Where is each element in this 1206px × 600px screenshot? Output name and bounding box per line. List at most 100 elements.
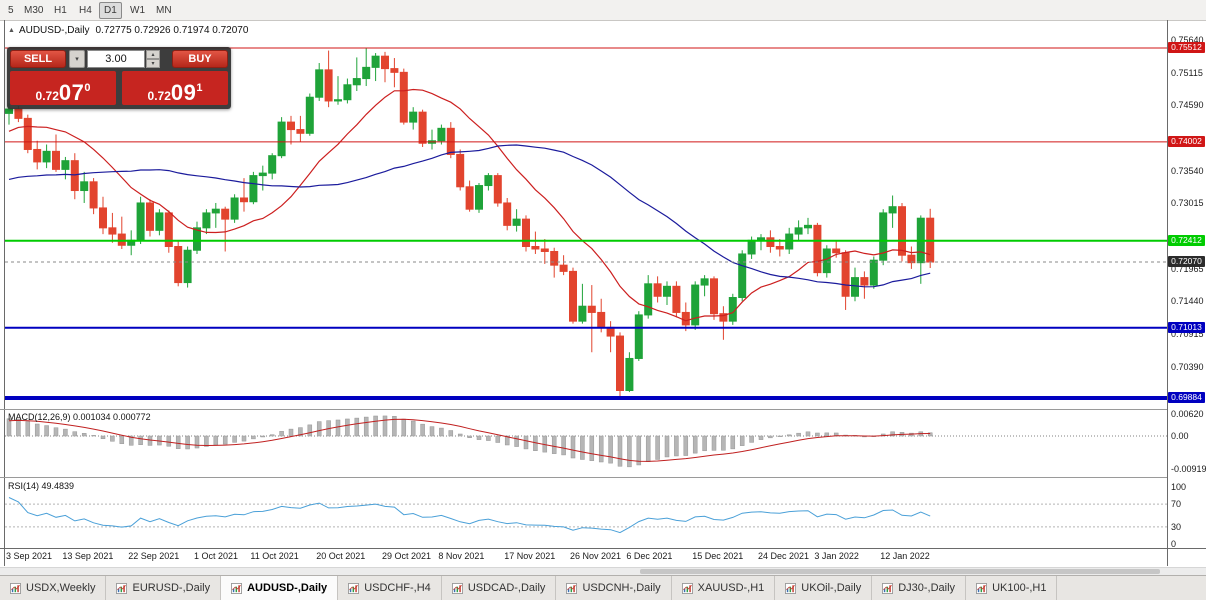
- rsi-indicator-canvas[interactable]: [5, 478, 1167, 548]
- candle-2021.12.15: [691, 284, 700, 326]
- sell-price-display[interactable]: 0.72070: [10, 71, 116, 105]
- candle-2021.11.22: [531, 246, 540, 250]
- candle-2021.12.20: [719, 313, 728, 322]
- one-click-trading-panel: SELL ▾ ▴ ▾ BUY 0.72070 0.72091: [7, 47, 231, 109]
- chart-info-line: ▲ AUDUSD-,Daily 0.72775 0.72926 0.71974 0.…: [8, 25, 248, 36]
- candle-2021.10.15: [287, 121, 295, 131]
- time-label: 22 Sep 2021: [128, 551, 180, 561]
- price-tick-0.71965: 0.71965: [1171, 263, 1204, 274]
- volume-input[interactable]: [87, 50, 145, 68]
- timeframe-button-h4[interactable]: H4: [79, 5, 92, 16]
- candle-2021.10.11: [249, 175, 258, 203]
- buy-price-display[interactable]: 0.72091: [122, 71, 228, 105]
- main-chart-canvas[interactable]: [5, 20, 1167, 409]
- macd-tick--0.00919: -0.00919: [1171, 464, 1206, 475]
- macd-indicator-canvas[interactable]: [5, 410, 1167, 477]
- candle-2021.11.01: [390, 68, 399, 73]
- chart-collapse-icon[interactable]: ▲: [8, 27, 15, 34]
- buy-price-point: 1: [196, 82, 203, 94]
- timeframe-button-d1[interactable]: D1: [99, 2, 122, 19]
- candle-2021.10.22: [334, 99, 342, 102]
- volume-decrease-button[interactable]: ▾: [146, 59, 160, 68]
- ma-slow-line: [8, 144, 931, 288]
- time-label: 15 Dec 2021: [692, 551, 744, 561]
- tab-usdx-weekly[interactable]: USDX,Weekly: [0, 576, 107, 600]
- tab-label: EURUSD-,Daily: [132, 582, 211, 594]
- candle-2021.11.11: [465, 186, 474, 210]
- hline-price-label-0.75512: 0.75512: [1168, 41, 1205, 53]
- candle-2022.01.12: [879, 212, 888, 261]
- tab-usdchf-h4[interactable]: USDCHF-,H4: [338, 576, 442, 600]
- price-tick-0.70390: 0.70390: [1171, 361, 1204, 372]
- buy-button[interactable]: BUY: [172, 50, 228, 68]
- candle-2021.12.28: [775, 246, 784, 250]
- candle-2021.12.01: [597, 311, 606, 328]
- candle-2021.09.15: [80, 181, 89, 192]
- candle-2021.10.21: [324, 69, 333, 102]
- candle-2021.10.05: [211, 208, 220, 214]
- ohlc-values-label: 0.72775 0.72926 0.71974 0.72070: [95, 25, 249, 36]
- rsi-line: [8, 497, 931, 534]
- hline-price-label-0.72412: 0.72412: [1168, 234, 1205, 246]
- tab-xauusd-h1[interactable]: XAUUSD-,H1: [672, 576, 776, 600]
- time-label: 8 Nov 2021: [438, 551, 485, 561]
- timeframe-button-h1[interactable]: H1: [54, 5, 67, 16]
- candle-2021.11.24: [550, 250, 559, 266]
- chart-icon: [976, 582, 988, 594]
- candle-2021.10.01: [193, 227, 201, 251]
- candle-2022.01.05: [832, 248, 841, 254]
- rsi-panel-splitter[interactable]: [0, 477, 1167, 478]
- timeframe-button-w1[interactable]: W1: [130, 5, 145, 16]
- candle-2021.12.06: [625, 357, 634, 391]
- sell-price-point: 0: [84, 82, 91, 94]
- candle-2021.11.10: [456, 153, 465, 188]
- timeframe-button-m30[interactable]: M30: [24, 5, 44, 16]
- rsi-tick-0: 0: [1171, 539, 1177, 549]
- symbol-period-label: AUDUSD-,Daily: [18, 25, 90, 36]
- candle-2021.09.14: [70, 160, 79, 192]
- sell-button[interactable]: SELL: [10, 50, 66, 68]
- horizontal-scrollbar[interactable]: [0, 567, 1206, 575]
- candle-2021.10.19: [305, 96, 314, 134]
- candle-2021.10.14: [277, 121, 286, 157]
- tab-usdcnh-daily[interactable]: USDCNH-,Daily: [556, 576, 672, 600]
- candle-2022.01.10: [860, 277, 869, 286]
- tab-uk100-h1[interactable]: UK100-,H1: [966, 576, 1058, 600]
- tab-label: DJ30-,Daily: [898, 582, 956, 594]
- tab-label: USDX,Weekly: [26, 582, 96, 594]
- candle-2021.11.03: [409, 111, 418, 123]
- candle-2022.01.07: [851, 277, 859, 297]
- tab-label: XAUUSD-,H1: [697, 582, 765, 594]
- macd-panel-splitter[interactable]: [0, 409, 1167, 410]
- timeframe-button-5[interactable]: 5: [8, 5, 14, 16]
- sell-price-pips: 07: [58, 80, 85, 105]
- volume-dropdown-button[interactable]: ▾: [69, 50, 85, 68]
- chart-icon: [681, 582, 693, 594]
- price-axis-border: [1167, 20, 1168, 566]
- chart-icon: [882, 582, 894, 594]
- time-label: 3 Sep 2021: [6, 551, 53, 561]
- candle-2021.11.26: [569, 270, 577, 322]
- rsi-tick-30: 30: [1171, 521, 1182, 532]
- tab-dj30-daily[interactable]: DJ30-,Daily: [872, 576, 967, 600]
- sell-price-base: 0.72: [35, 89, 59, 103]
- timeframe-button-mn[interactable]: MN: [156, 5, 172, 16]
- price-tick-0.71440: 0.71440: [1171, 296, 1204, 307]
- scrollbar-thumb[interactable]: [640, 569, 1160, 574]
- candle-2021.10.06: [221, 208, 230, 220]
- chart-icon: [566, 582, 578, 594]
- candle-2021.09.03: [5, 108, 13, 114]
- time-axis-border: [0, 548, 1206, 549]
- volume-increase-button[interactable]: ▴: [146, 50, 160, 59]
- tab-usdcad-daily[interactable]: USDCAD-,Daily: [442, 576, 557, 600]
- tab-label: USDCAD-,Daily: [467, 582, 546, 594]
- tab-audusd-daily[interactable]: AUDUSD-,Daily: [221, 576, 339, 600]
- time-label: 13 Sep 2021: [62, 551, 114, 561]
- candle-2021.12.10: [663, 285, 671, 297]
- candle-2021.09.07: [23, 117, 32, 150]
- tab-eurusd-daily[interactable]: EURUSD-,Daily: [106, 576, 222, 600]
- candle-2021.09.21: [117, 233, 126, 246]
- tab-ukoil-daily[interactable]: UKOil-,Daily: [775, 576, 873, 600]
- tab-label: AUDUSD-,Daily: [247, 582, 328, 594]
- time-label: 20 Oct 2021: [316, 551, 366, 561]
